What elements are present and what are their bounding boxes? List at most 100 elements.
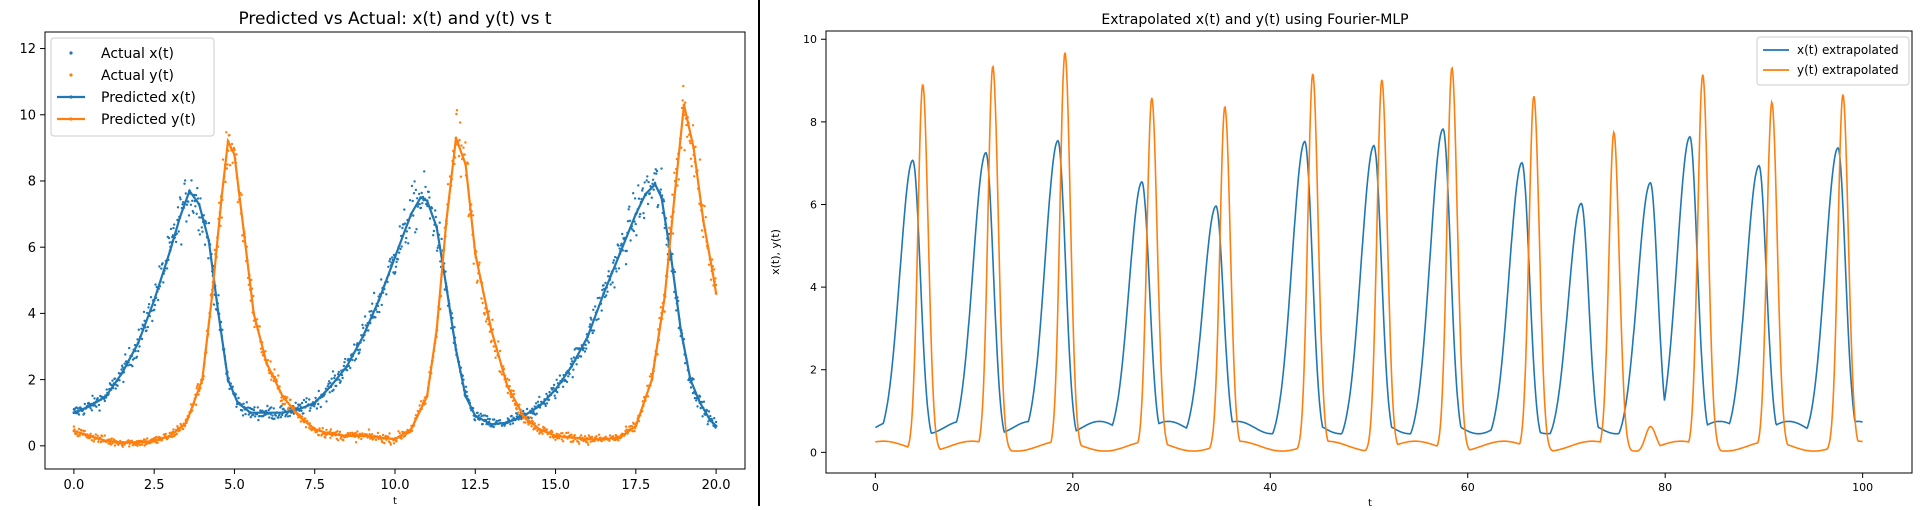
predicted-point	[313, 427, 317, 431]
scatter-point	[187, 200, 190, 203]
predicted-point	[634, 424, 638, 428]
scatter-point	[196, 383, 200, 386]
scatter-point	[685, 123, 688, 127]
scatter-point	[695, 399, 698, 402]
scatter-point	[168, 241, 171, 244]
predicted-point	[345, 434, 349, 438]
scatter-point	[401, 226, 404, 230]
scatter-point	[240, 193, 243, 196]
scatter-point	[698, 158, 702, 161]
scatter-point	[103, 434, 107, 437]
scatter-point	[226, 163, 229, 166]
scatter-point	[389, 257, 392, 261]
scatter-point	[604, 281, 607, 285]
predicted-point	[425, 394, 429, 398]
scatter-point	[419, 400, 423, 403]
scatter-point	[625, 428, 628, 431]
scatter-point	[191, 199, 194, 202]
scatter-point	[713, 417, 716, 420]
scatter-point	[300, 401, 304, 405]
scatter-point	[169, 227, 173, 231]
scatter-point	[204, 220, 207, 223]
scatter-point	[138, 345, 141, 348]
predicted-point	[88, 404, 92, 408]
predicted-point	[226, 378, 230, 381]
scatter-point	[690, 165, 693, 168]
scatter-point	[490, 339, 493, 342]
scatter-point	[397, 430, 400, 433]
scatter-point	[414, 231, 417, 234]
chart1-ytick-label: 4	[28, 307, 36, 322]
scatter-point	[606, 290, 609, 293]
predicted-point	[660, 196, 663, 199]
predicted-point	[152, 439, 156, 443]
predicted-point	[226, 139, 230, 143]
scatter-point	[336, 439, 340, 442]
scatter-point	[270, 378, 273, 381]
scatter-point	[145, 329, 148, 332]
scatter-point	[353, 343, 356, 346]
chart1-legend: Actual x(t) Actual y(t) Predicted x(t) Pred…	[50, 37, 215, 137]
scatter-point	[120, 364, 124, 367]
predicted-point	[252, 312, 256, 315]
scatter-point	[512, 389, 515, 393]
scatter-point	[565, 380, 569, 384]
scatter-point	[327, 382, 330, 386]
scatter-point	[326, 385, 329, 388]
scatter-point	[185, 220, 188, 223]
predicted-point	[538, 427, 541, 431]
scatter-point	[465, 390, 468, 394]
predicted-point	[200, 378, 204, 381]
chart1-lines	[72, 103, 718, 444]
scatter-point	[140, 337, 144, 341]
scatter-point	[93, 397, 96, 400]
scatter-point	[128, 445, 131, 448]
predicted-point	[714, 292, 718, 295]
scatter-point	[534, 402, 538, 405]
scatter-point	[140, 327, 143, 330]
scatter-point	[558, 437, 561, 440]
scatter-point	[380, 278, 383, 281]
scatter-point	[417, 192, 421, 196]
scatter-point	[333, 376, 336, 380]
scatter-point	[389, 443, 392, 446]
predicted-point	[454, 348, 458, 352]
predicted-point	[618, 436, 622, 439]
scatter-point	[309, 407, 312, 410]
scatter-point	[137, 349, 140, 353]
scatter-point	[440, 237, 443, 241]
scatter-point	[583, 350, 587, 353]
predicted-point	[554, 388, 557, 391]
scatter-point	[228, 164, 232, 167]
chart-extrapolated: Extrapolated x(t) and y(t) using Fourier…	[769, 12, 1913, 509]
scatter-point	[374, 316, 377, 319]
scatter-point	[506, 377, 509, 380]
chart2-ticks: 0 20 40 60 80 100 0 2 4 6 8 10	[803, 33, 1873, 494]
scatter-point	[363, 315, 367, 318]
scatter-point	[207, 221, 211, 225]
scatter-point	[407, 242, 410, 245]
scatter-point	[116, 384, 119, 387]
scatter-point	[596, 296, 599, 300]
scatter-point	[555, 432, 558, 435]
scatter-point	[545, 402, 549, 405]
predicted-point	[669, 255, 673, 259]
scatter-point	[158, 265, 161, 268]
predicted-point	[361, 335, 365, 338]
scatter-point	[713, 268, 716, 271]
scatter-point	[376, 431, 380, 435]
scatter-point	[189, 403, 193, 406]
scatter-point	[645, 179, 648, 182]
scatter-point	[484, 320, 488, 323]
scatter-point	[370, 310, 373, 313]
scatter-point	[642, 216, 646, 220]
predicted-point	[586, 437, 590, 441]
predicted-point	[104, 394, 108, 398]
chart1-xlabel: t	[393, 496, 397, 506]
scatter-point	[714, 277, 717, 280]
scatter-point	[254, 415, 257, 418]
scatter-point	[629, 239, 632, 242]
scatter-point	[602, 284, 605, 287]
scatter-point	[199, 197, 202, 200]
scatter-point	[702, 235, 705, 239]
